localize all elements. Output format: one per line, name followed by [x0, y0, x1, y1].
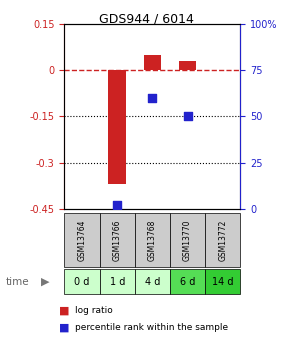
Text: time: time: [6, 277, 30, 286]
Text: 14 d: 14 d: [212, 277, 234, 286]
Text: 6 d: 6 d: [180, 277, 195, 286]
Text: 0 d: 0 d: [74, 277, 90, 286]
Text: GSM13764: GSM13764: [78, 219, 86, 261]
Text: ■: ■: [59, 323, 70, 333]
Bar: [108, 70, 126, 184]
Point: [115, 202, 120, 208]
Text: GSM13768: GSM13768: [148, 219, 157, 261]
Bar: [179, 61, 196, 70]
Text: ▶: ▶: [41, 277, 50, 286]
Point: [150, 95, 155, 101]
Text: GSM13772: GSM13772: [218, 219, 227, 261]
Text: GSM13766: GSM13766: [113, 219, 122, 261]
Text: 4 d: 4 d: [145, 277, 160, 286]
Text: GSM13770: GSM13770: [183, 219, 192, 261]
Text: ■: ■: [59, 306, 70, 315]
Text: 1 d: 1 d: [110, 277, 125, 286]
Point: [185, 114, 190, 119]
Bar: [144, 55, 161, 70]
Text: GDS944 / 6014: GDS944 / 6014: [99, 12, 194, 25]
Text: log ratio: log ratio: [75, 306, 113, 315]
Text: percentile rank within the sample: percentile rank within the sample: [75, 323, 228, 332]
